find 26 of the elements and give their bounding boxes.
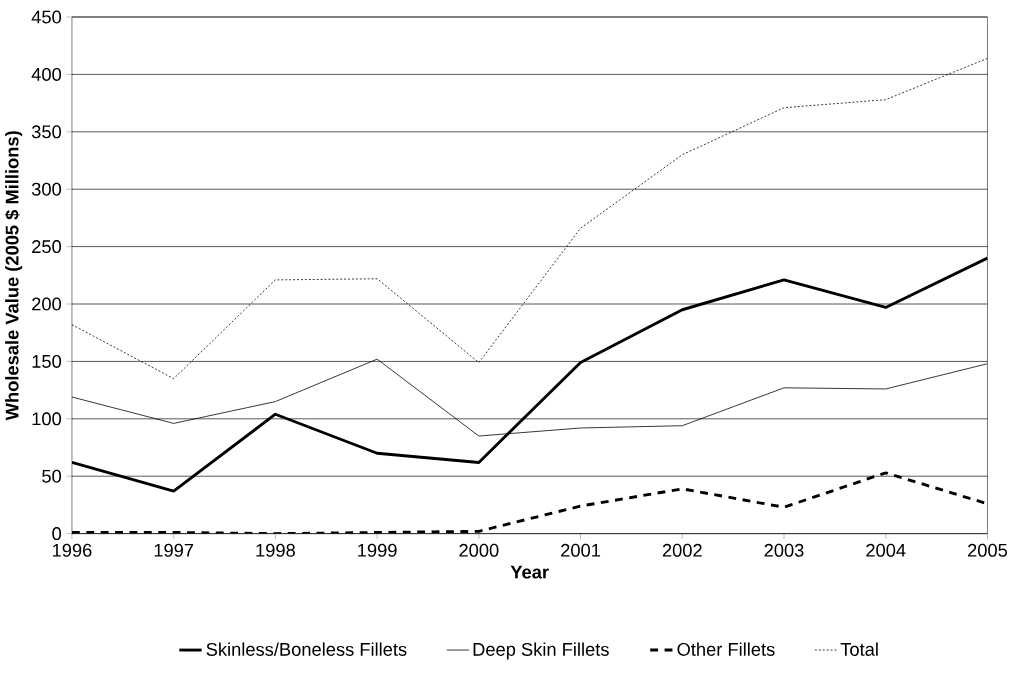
x-tick-label: 1996 [52,544,92,558]
y-tick-label: 0 [52,527,62,541]
x-tick-label: 2001 [561,544,601,558]
y-tick-label: 150 [32,355,62,369]
legend-label: Total [840,642,878,657]
x-tick-label: 2004 [866,544,906,558]
y-tick-label: 100 [32,412,62,426]
y-tick-label: 350 [31,125,62,139]
y-axis-title: Wholesale Value (2005 $ Millions) [4,131,23,421]
x-tick-label: 2000 [459,544,499,558]
x-tick-label: 2005 [968,544,1008,558]
y-tick-label: 200 [32,297,62,311]
y-tick-label: 250 [32,240,62,254]
x-axis-title: Year [510,565,549,579]
x-tick-label: 1998 [256,544,295,558]
y-tick-label: 450 [31,10,62,24]
x-tick-label: 1997 [154,544,194,558]
x-tick-label: 2003 [764,544,804,558]
legend-label: Deep Skin Fillets [473,642,609,660]
legend-label: Skinless/Boneless Fillets [206,642,407,657]
legend-label: Other Fillets [677,642,775,657]
x-tick-label: 2002 [662,544,702,558]
y-tick-label: 400 [31,68,62,82]
y-tick-label: 300 [31,182,62,196]
y-tick-label: 50 [42,469,62,483]
x-tick-label: 1999 [358,544,397,558]
